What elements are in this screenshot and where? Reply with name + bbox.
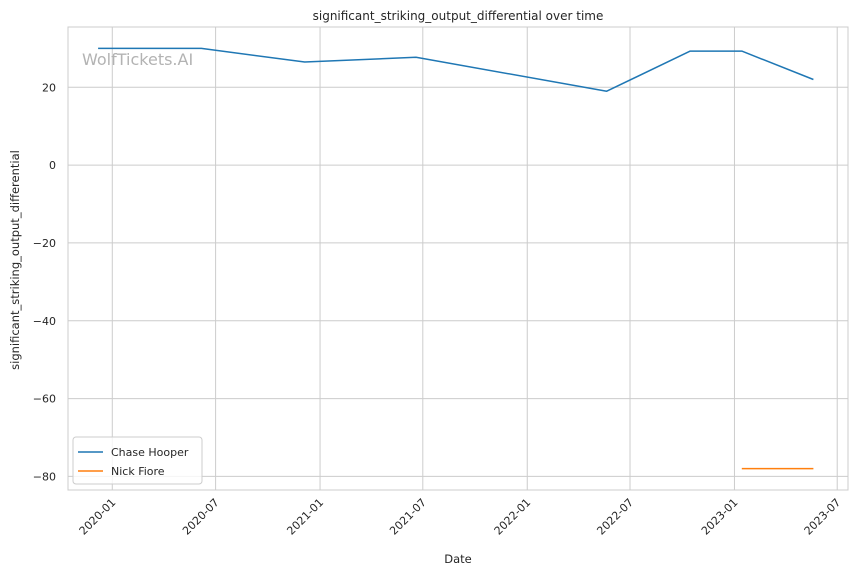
y-axis-ticks: 20 0 −20 −40 −60 −80 xyxy=(33,81,56,483)
y-tick-label: 0 xyxy=(49,159,56,172)
legend-label-chase-hooper: Chase Hooper xyxy=(111,446,189,459)
y-tick-label: −80 xyxy=(33,470,56,483)
y-tick-label: −60 xyxy=(33,393,56,406)
watermark: WolfTickets.AI xyxy=(82,50,193,69)
legend-label-nick-fiore: Nick Fiore xyxy=(111,465,165,478)
series-lines xyxy=(98,47,814,470)
series-line-chase-hooper xyxy=(98,47,814,92)
legend-box xyxy=(72,436,203,485)
legend: Chase Hooper Nick Fiore xyxy=(72,436,203,485)
chart-title: significant_striking_output_differential… xyxy=(313,9,604,23)
y-tick-label: −20 xyxy=(33,237,56,250)
grid-lines xyxy=(68,27,848,490)
x-axis-title: Date xyxy=(444,552,472,566)
y-axis-title: significant_striking_output_differential xyxy=(8,150,22,370)
y-tick-label: −40 xyxy=(33,315,56,328)
plot-area-frame xyxy=(67,26,849,491)
y-tick-label: 20 xyxy=(42,81,56,94)
